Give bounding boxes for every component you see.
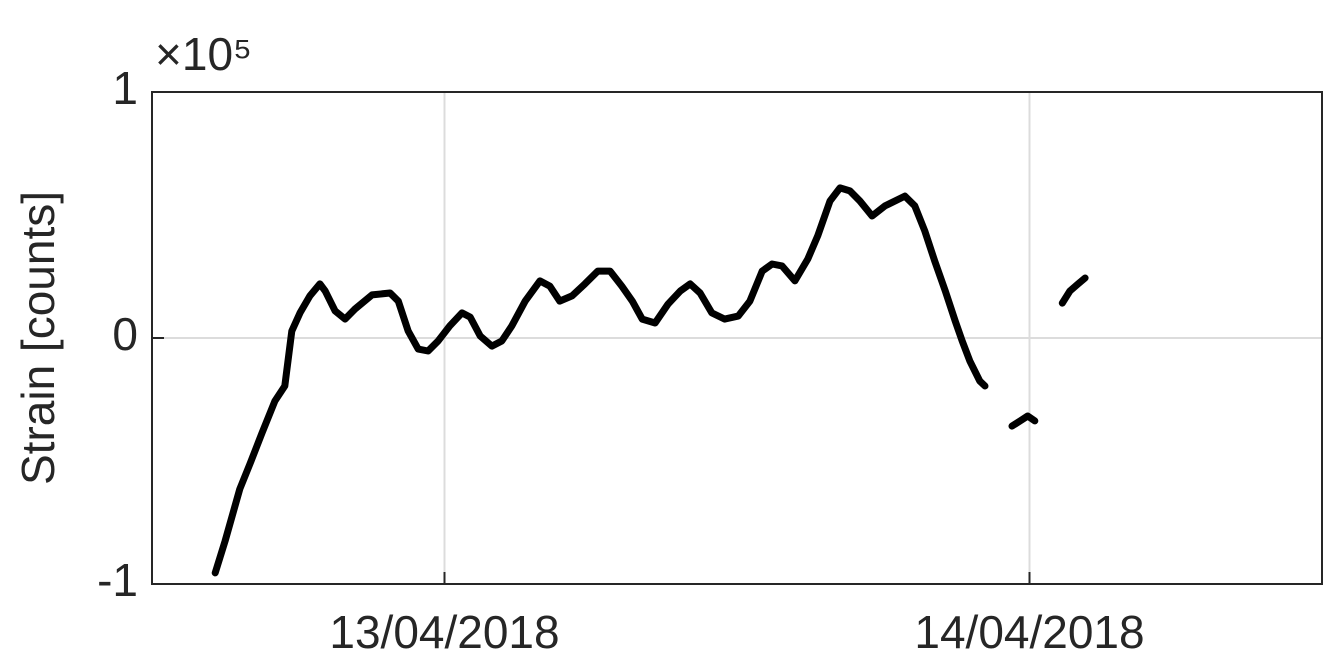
axes-box [151,91,1323,585]
x-tick-label: 14/04/2018 [914,606,1144,658]
y-axis-label: Strain [counts] [12,191,64,485]
y-tick-label: 0 [112,308,138,360]
y-exponent-label: ×10⁵ [155,28,252,80]
y-tick-label: 1 [112,62,138,114]
y-tick-label: -1 [97,554,138,606]
data-line [211,184,1089,577]
x-tick-label: 13/04/2018 [329,606,559,658]
